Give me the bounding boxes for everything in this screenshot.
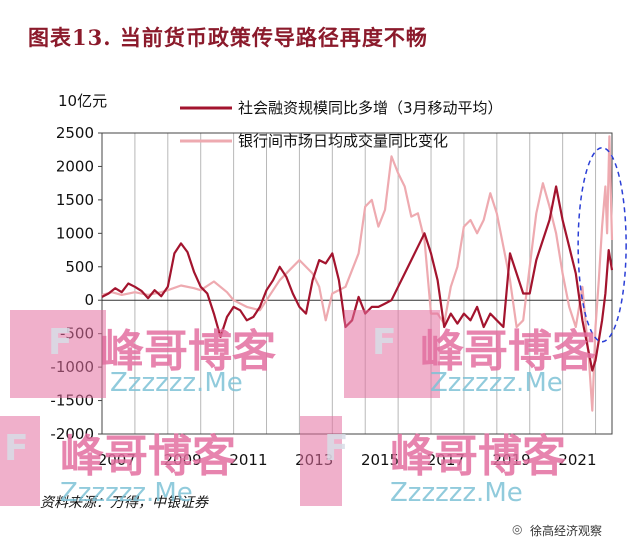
highlight-ellipse bbox=[577, 146, 627, 343]
y-tick-label: 2500 bbox=[56, 124, 94, 142]
y-tick-label: -2000 bbox=[50, 425, 94, 443]
x-tick-label-2007: 2007 bbox=[98, 451, 136, 469]
figure-title: 图表13. 当前货币政策传导路径再度不畅 bbox=[28, 25, 428, 50]
y-tick-label: 0 bbox=[84, 291, 94, 309]
series-line-interbank-volume bbox=[101, 135, 614, 412]
x-tick-label-2017: 2017 bbox=[427, 451, 465, 469]
x-tick-label-2009: 2009 bbox=[164, 451, 202, 469]
watermark-block-2 bbox=[344, 310, 440, 398]
legend-entry-1: 银行间市场日均成交量同比变化 bbox=[238, 132, 448, 150]
x-tick-label-2011: 2011 bbox=[229, 451, 267, 469]
x-tick-label-2021: 2021 bbox=[558, 451, 596, 469]
plot-frame bbox=[101, 132, 613, 435]
y-tick-label: 1500 bbox=[56, 191, 94, 209]
x-tick-label-2015: 2015 bbox=[361, 451, 399, 469]
wechat-icon: ◎ bbox=[512, 522, 523, 536]
y-tick-label: 500 bbox=[65, 258, 94, 276]
y-axis-unit-label: 10亿元 bbox=[58, 92, 108, 110]
watermark-handle: 徐高经济观察 bbox=[530, 524, 603, 538]
x-tick-label-2019: 2019 bbox=[493, 451, 531, 469]
watermark-block-4 bbox=[300, 416, 342, 506]
y-tick-label: 2000 bbox=[56, 157, 94, 175]
source-note: 资料来源：万得，中银证券 bbox=[40, 495, 208, 511]
legend-entry-0: 社会融资规模同比多增（3月移动平均） bbox=[238, 99, 503, 117]
y-tick-label: 1000 bbox=[56, 224, 94, 242]
watermark-block-1 bbox=[10, 310, 106, 398]
watermark-block-3 bbox=[0, 416, 40, 506]
